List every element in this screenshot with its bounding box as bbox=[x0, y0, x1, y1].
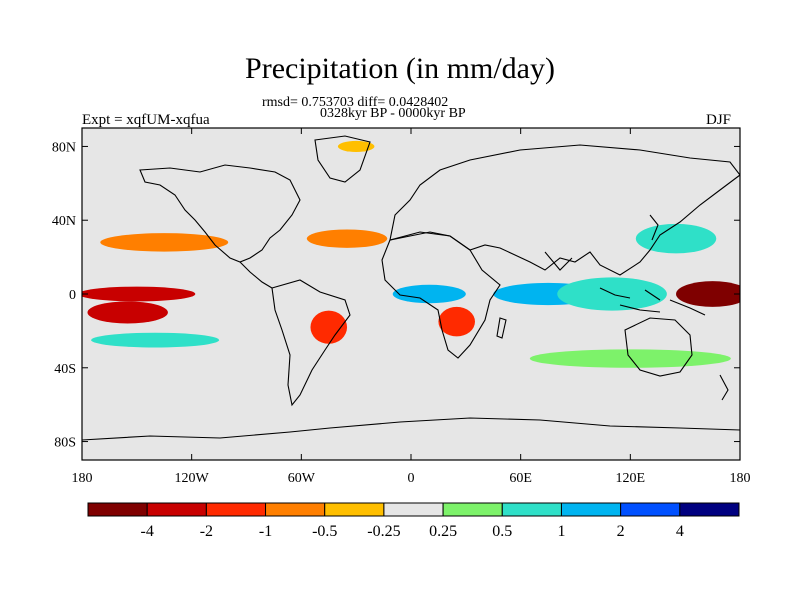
colorbar-label: 2 bbox=[617, 523, 625, 540]
colorbar-box bbox=[383, 502, 444, 517]
anomaly-region-1 bbox=[676, 281, 740, 307]
anomaly-region-14 bbox=[337, 140, 375, 152]
y-tick-label: 80S bbox=[54, 436, 76, 451]
coastline-madagascar bbox=[496, 317, 507, 339]
colorbar-box bbox=[146, 502, 207, 517]
x-tick-label: 60E bbox=[509, 471, 532, 486]
colorbar-label: -2 bbox=[200, 523, 213, 540]
colorbar-label: 1 bbox=[557, 523, 565, 540]
colorbar-label: 0.25 bbox=[429, 523, 457, 540]
coastline-japan bbox=[649, 214, 659, 241]
anomaly-region-5 bbox=[306, 229, 388, 248]
colorbar-box bbox=[324, 502, 385, 517]
colorbar-box bbox=[205, 502, 267, 517]
y-tick-label: 80N bbox=[52, 140, 76, 155]
x-tick-label: 180 bbox=[730, 471, 751, 486]
coastline-antarctica bbox=[82, 417, 740, 441]
x-tick-label: 60W bbox=[288, 471, 316, 486]
coastline-indonesia bbox=[599, 287, 706, 316]
experiment-label: Expt = xqfUM-xqfua bbox=[82, 112, 210, 128]
colorbar-box bbox=[87, 502, 148, 517]
x-tick-label: 120E bbox=[616, 471, 646, 486]
colorbar-label: 0.5 bbox=[492, 523, 512, 540]
y-tick-label: 40N bbox=[52, 214, 76, 229]
coastline-greenland bbox=[314, 135, 371, 183]
colorbar-label: -1 bbox=[259, 523, 272, 540]
anomaly-region-6 bbox=[310, 310, 348, 344]
coastline-eurasia bbox=[389, 144, 740, 276]
colorbar-box bbox=[442, 502, 503, 517]
coastline-north-america bbox=[139, 164, 301, 263]
anomaly-region-7 bbox=[438, 306, 475, 337]
x-tick-label: 0 bbox=[408, 471, 415, 486]
anomaly-region-4 bbox=[100, 233, 229, 252]
colorbar-box bbox=[265, 502, 326, 517]
coastline-central-america bbox=[239, 261, 273, 289]
colorbar-box bbox=[620, 502, 681, 517]
stats-subtitle: rmsd= 0.753703 diff= 0.0428402 bbox=[262, 95, 449, 110]
anomaly-region-13 bbox=[91, 332, 220, 348]
colorbar-label: -4 bbox=[141, 523, 154, 540]
season-label: DJF bbox=[706, 112, 732, 128]
colorbar-box bbox=[501, 502, 562, 517]
coastline-india bbox=[544, 251, 573, 271]
coastline-australia bbox=[624, 317, 693, 377]
period-subtitle: 0328kyr BP - 0000kyr BP bbox=[320, 106, 466, 121]
y-tick-label: 0 bbox=[69, 288, 76, 303]
chart-title: Precipitation (in mm/day) bbox=[245, 52, 555, 85]
x-tick-label: 180 bbox=[72, 471, 93, 486]
colorbar-label: 4 bbox=[676, 523, 684, 540]
anomaly-region-3 bbox=[87, 301, 168, 324]
colorbar-label: -0.25 bbox=[367, 523, 400, 540]
anomaly-region-8 bbox=[392, 284, 466, 304]
colorbar-box bbox=[679, 502, 740, 517]
coastline-new-zealand bbox=[719, 374, 729, 401]
coastline-south-america bbox=[271, 279, 351, 407]
anomaly-region-11 bbox=[635, 223, 717, 254]
y-tick-label: 40S bbox=[54, 362, 76, 377]
x-tick-label: 120W bbox=[175, 471, 210, 486]
colorbar-label: -0.5 bbox=[312, 523, 337, 540]
anomaly-region-2 bbox=[82, 286, 196, 302]
colorbar-box bbox=[560, 502, 622, 517]
